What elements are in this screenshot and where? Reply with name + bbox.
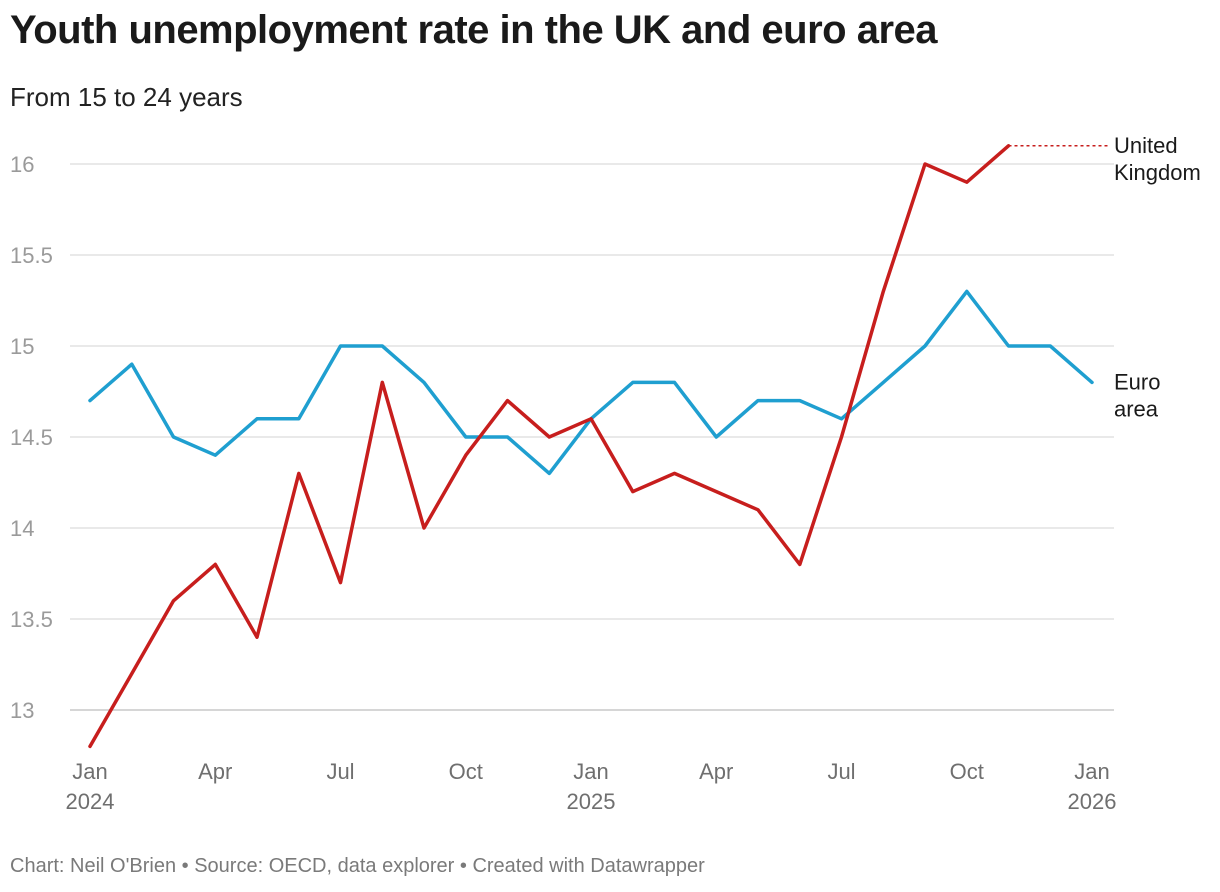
united-kingdom-line bbox=[88, 144, 1011, 749]
euro-area-line bbox=[88, 289, 1094, 476]
gridlines bbox=[70, 163, 1114, 711]
y-axis: 13 13.5 14 14.5 15 15.5 16 bbox=[10, 152, 53, 723]
x-tick-label: Oct bbox=[449, 759, 483, 784]
chart-subtitle: From 15 to 24 years bbox=[10, 82, 243, 112]
x-tick-label: Jul bbox=[326, 759, 354, 784]
x-tick-year-label: 2026 bbox=[1068, 789, 1117, 814]
series-lines bbox=[88, 144, 1108, 749]
united-kingdom-label: Kingdom bbox=[1114, 160, 1201, 185]
y-tick-label: 15.5 bbox=[10, 243, 53, 268]
euro-area-label: area bbox=[1114, 396, 1159, 421]
y-tick-label: 15 bbox=[10, 334, 34, 359]
x-axis: Jan 2024 Apr Jul Oct Jan 2025 Apr Jul Oct Jan 2026 bbox=[66, 759, 1117, 814]
x-tick-label: Apr bbox=[699, 759, 733, 784]
x-tick-year-label: 2024 bbox=[66, 789, 115, 814]
x-tick-label: Jan bbox=[72, 759, 107, 784]
united-kingdom-label: United bbox=[1114, 133, 1178, 158]
x-tick-label: Jan bbox=[573, 759, 608, 784]
euro-area-label: Euro bbox=[1114, 369, 1160, 394]
y-tick-label: 16 bbox=[10, 152, 34, 177]
x-tick-label: Jan bbox=[1074, 759, 1109, 784]
chart-title: Youth unemployment rate in the UK and eu… bbox=[10, 8, 938, 52]
y-tick-label: 14 bbox=[10, 516, 34, 541]
x-tick-year-label: 2025 bbox=[567, 789, 616, 814]
y-tick-label: 14.5 bbox=[10, 425, 53, 450]
x-tick-label: Apr bbox=[198, 759, 232, 784]
x-tick-label: Jul bbox=[827, 759, 855, 784]
x-tick-label: Oct bbox=[950, 759, 984, 784]
chart-credit: Chart: Neil O'Brien • Source: OECD, data… bbox=[10, 855, 705, 877]
y-tick-label: 13 bbox=[10, 698, 34, 723]
y-tick-label: 13.5 bbox=[10, 607, 53, 632]
